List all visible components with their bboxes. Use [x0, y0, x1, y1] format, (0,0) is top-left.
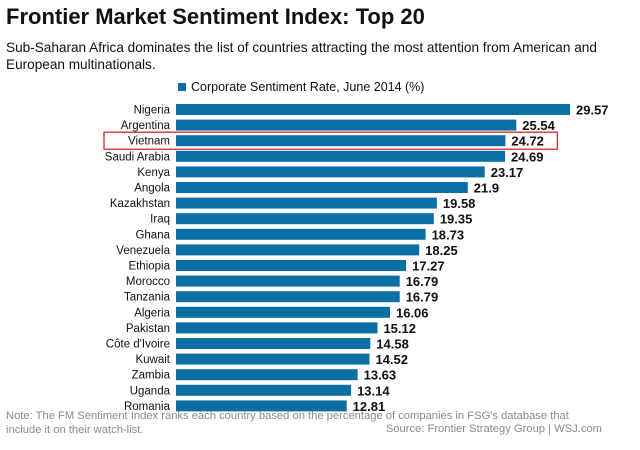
category-label: Côte d'Ivoire: [106, 339, 170, 351]
bar: [176, 322, 378, 334]
category-label: Pakistan: [126, 323, 170, 335]
value-label: 16.79: [406, 290, 439, 305]
bar-row-morocco: Morocco 16.79: [126, 274, 438, 289]
bar-row-ghana: Ghana 18.73: [135, 227, 464, 242]
category-label: Ghana: [135, 229, 170, 241]
value-label: 19.58: [443, 196, 476, 211]
value-label: 24.72: [511, 134, 544, 149]
bar: [176, 104, 570, 115]
value-label: 13.14: [357, 383, 390, 398]
legend-label: Corporate Sentiment Rate, June 2014 (%): [191, 80, 425, 94]
category-label: Morocco: [126, 276, 170, 288]
value-label: 17.27: [412, 259, 445, 274]
category-label: Venezuela: [116, 245, 170, 257]
value-label: 13.63: [364, 368, 397, 383]
category-label: Kenya: [137, 167, 170, 179]
bar: [176, 260, 407, 271]
bar-row-vietnam: Vietnam 24.72: [103, 131, 559, 150]
value-label: 18.73: [432, 227, 465, 242]
value-label: 19.35: [440, 212, 473, 227]
bar-row-saudi-arabia: Saudi Arabia 24.69: [105, 149, 544, 164]
bar: [176, 197, 437, 209]
bar: [176, 369, 358, 381]
bar: [176, 182, 468, 193]
category-label: Algeria: [134, 307, 170, 319]
bar: [176, 291, 400, 303]
highlight-box: [103, 131, 559, 150]
value-label: 14.52: [375, 352, 408, 367]
bar: [176, 150, 505, 162]
category-label: Nigeria: [134, 105, 171, 117]
category-label: Saudi Arabia: [105, 151, 171, 163]
value-label: 16.79: [406, 274, 439, 289]
value-label: 14.58: [376, 337, 409, 352]
category-label: Iraq: [150, 214, 170, 226]
legend: Corporate Sentiment Rate, June 2014 (%): [178, 80, 424, 94]
bar-row-pakistan: Pakistan 15.12: [126, 321, 416, 336]
bar-row-iraq: Iraq 19.35: [150, 212, 472, 227]
bar: [176, 306, 390, 318]
category-label: Kazakhstan: [110, 198, 170, 210]
bar: [176, 384, 352, 396]
bar: [176, 275, 400, 287]
bar-row-romania: Romania 12.81: [124, 399, 385, 414]
bar-row-ethiopia: Ethiopia 17.27: [128, 259, 444, 274]
value-label: 18.25: [425, 243, 458, 258]
value-label: 15.12: [383, 321, 416, 336]
category-label: Angola: [134, 183, 170, 195]
value-label: 24.69: [511, 149, 544, 164]
bar: [176, 213, 434, 225]
bar-row-c-te-d-ivoire: Côte d'Ivoire 14.58: [106, 337, 409, 352]
category-label: Zambia: [132, 370, 171, 382]
bar-row-uganda: Uganda 13.14: [130, 383, 391, 398]
chart-subtitle: Sub-Saharan Africa dominates the list of…: [6, 40, 597, 72]
bar: [176, 119, 517, 131]
bar-row-kazakhstan: Kazakhstan 19.58: [110, 196, 476, 211]
bar-row-algeria: Algeria 16.06: [134, 305, 428, 320]
bar-row-argentina: Argentina 25.54: [121, 118, 556, 133]
value-label: 16.06: [396, 305, 429, 320]
value-label: 12.81: [353, 399, 386, 414]
value-label: 25.54: [522, 118, 555, 133]
bar: [176, 400, 347, 412]
bar: [176, 244, 420, 256]
bar: [176, 135, 506, 147]
category-label: Tanzania: [124, 292, 171, 304]
category-label: Romania: [124, 401, 171, 413]
footnote: Note: The FM Sentiment Index ranks each …: [6, 410, 569, 436]
value-label: 21.9: [474, 181, 499, 196]
bar-row-nigeria: Nigeria 29.57: [134, 103, 609, 118]
chart-title: Frontier Market Sentiment Index: Top 20: [6, 4, 425, 29]
legend-swatch: [178, 83, 186, 91]
category-label: Kuwait: [135, 354, 170, 366]
category-label: Uganda: [130, 385, 171, 397]
category-label: Ethiopia: [128, 261, 170, 273]
value-label: 29.57: [576, 103, 609, 118]
category-label: Vietnam: [128, 136, 170, 148]
source-credit: Source: Frontier Strategy Group | WSJ.co…: [385, 423, 602, 435]
bar-row-venezuela: Venezuela 18.25: [116, 243, 457, 258]
bar-row-kenya: Kenya 23.17: [137, 165, 523, 180]
bar-row-zambia: Zambia 13.63: [132, 368, 397, 383]
bar: [176, 353, 370, 365]
value-label: 23.17: [491, 165, 524, 180]
bar: [176, 166, 485, 178]
bar: [176, 228, 426, 240]
bar-row-angola: Angola 21.9: [134, 181, 499, 196]
bar-row-kuwait: Kuwait 14.52: [135, 352, 408, 367]
bar-row-tanzania: Tanzania 16.79: [124, 290, 438, 305]
category-label: Argentina: [121, 120, 171, 132]
bar: [176, 338, 371, 349]
